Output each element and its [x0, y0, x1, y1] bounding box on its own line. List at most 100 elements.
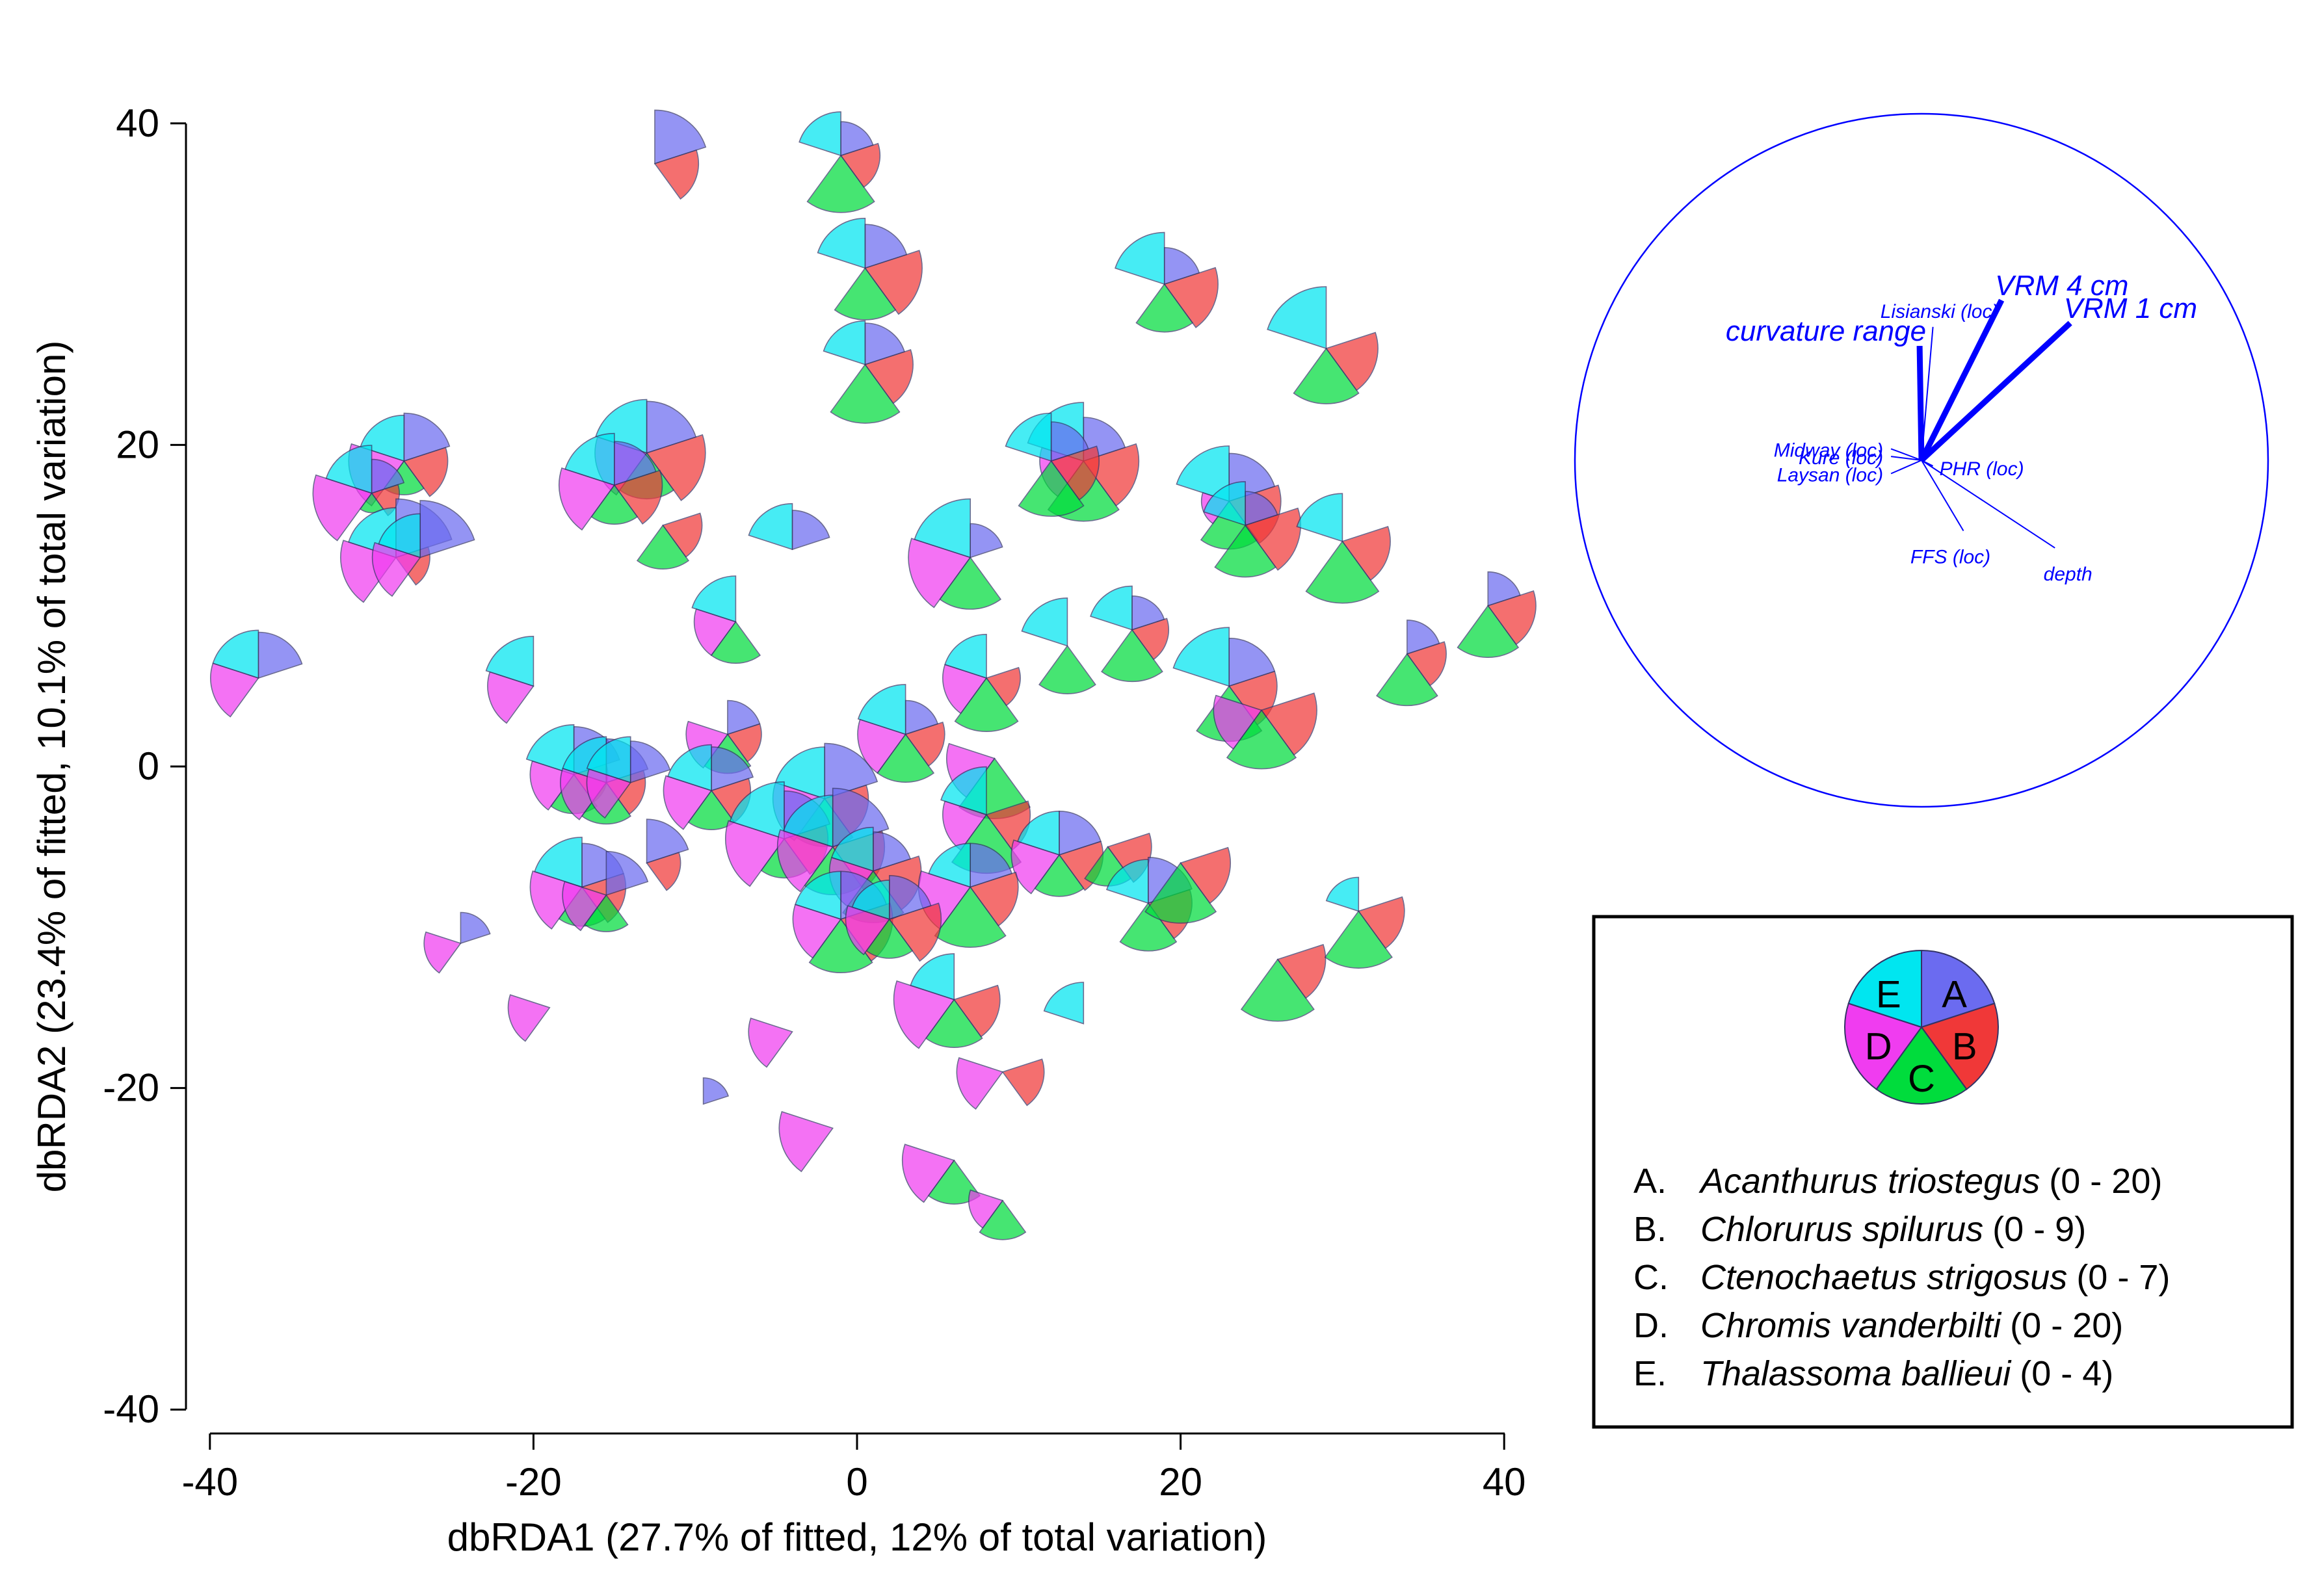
glyph-segment-e: [525, 724, 575, 776]
sample-glyph: [817, 217, 923, 321]
glyph-segment-b: [403, 447, 449, 497]
sample-glyph: [485, 635, 535, 724]
legend-row-prefix: A.: [1633, 1162, 1667, 1201]
sample-glyph: [1090, 585, 1169, 683]
glyph-segment-a: [403, 412, 451, 462]
sample-glyph: [1144, 846, 1231, 924]
glyph-segment-d: [663, 775, 713, 830]
glyph-segment-b: [1050, 445, 1100, 501]
glyph-segment-a: [888, 874, 932, 921]
sample-glyph: [748, 1017, 793, 1068]
glyph-segment-c: [1018, 460, 1085, 517]
sample-glyph: [562, 850, 649, 932]
x-tick-label: 40: [1483, 1460, 1526, 1504]
glyph-segment-e: [774, 746, 826, 800]
glyph-segment-c: [1293, 347, 1360, 404]
sample-glyph: [423, 911, 491, 974]
axes: -40 -20 0 20 40 40 20 0 -20 -40 dbRDA1 (27.7% of…: [30, 101, 1526, 1559]
glyph-segment-d: [693, 608, 737, 657]
glyph-segment-a: [840, 121, 874, 157]
legend-row-prefix: C.: [1633, 1258, 1669, 1297]
glyph-segment-e: [823, 320, 866, 365]
sample-glyph: [1457, 571, 1537, 658]
legend-rows: A. Acanthurus triostegus (0 - 20)B. Chlorur…: [1633, 1162, 2170, 1393]
sample-glyph: [857, 684, 945, 783]
legend-row-range: (0 - 9): [1992, 1210, 2086, 1249]
glyph-segment-d: [210, 662, 259, 718]
glyph-segment-a: [711, 746, 754, 792]
legend-row: A. Acanthurus triostegus (0 - 20): [1633, 1162, 2162, 1201]
glyph-segment-a: [460, 911, 491, 945]
sample-glyph: [1240, 943, 1327, 1022]
glyph-segment-d: [792, 904, 842, 959]
legend-row-species: Chlorurus spilurus: [1700, 1210, 1983, 1249]
glyph-segment-a: [905, 700, 939, 735]
glyph-segment-b: [864, 348, 914, 404]
glyph-segment-a: [614, 441, 657, 486]
legend-row-range: (0 - 4): [2020, 1354, 2113, 1393]
legend-row: E. Thalassoma ballieui (0 - 4): [1633, 1354, 2113, 1393]
sample-glyph: [507, 994, 551, 1042]
glyph-segment-a: [419, 500, 475, 558]
glyph-segment-b: [905, 721, 945, 767]
glyph-segment-d: [487, 671, 535, 724]
legend-row-species: Ctenochaetus strigosus: [1700, 1258, 2067, 1297]
sample-glyph: [1021, 597, 1096, 694]
glyph-segment-e: [378, 513, 421, 558]
glyph-segment-d: [777, 829, 834, 893]
glyph-segment-c: [710, 621, 761, 664]
glyph-segment-e: [729, 781, 785, 840]
legend-row: C. Ctenochaetus strigosus (0 - 7): [1633, 1258, 2170, 1297]
vector-label: Kure (loc): [1799, 447, 1883, 469]
sample-glyph: [691, 575, 761, 664]
legend-row-range: (0 - 7): [2076, 1258, 2170, 1297]
glyph-segment-d: [893, 980, 955, 1049]
glyph-segment-b: [1357, 896, 1405, 949]
legend-key-segment-c: [1875, 1026, 1968, 1105]
legend-row-species: Acanthurus triostegus: [1698, 1162, 2040, 1201]
glyph-segment-c: [590, 484, 639, 525]
sample-glyph: [1324, 876, 1405, 969]
glyph-segment-d: [968, 1189, 1004, 1229]
sample-glyph: [1213, 692, 1317, 770]
glyph-segment-a: [371, 458, 405, 494]
vector-arrow: [1890, 460, 1922, 475]
glyph-segment-b: [1001, 1058, 1045, 1106]
legend-key-segment-b: [1920, 1002, 1999, 1090]
glyph-segment-b: [1406, 641, 1447, 687]
x-tick-label: -20: [505, 1460, 562, 1504]
legend-row-prefix: B.: [1633, 1210, 1667, 1249]
vector-arrow: [1916, 346, 1925, 461]
glyph-segment-d: [507, 994, 551, 1042]
glyph-segment-b: [646, 434, 706, 501]
glyph-segment-e: [1325, 876, 1360, 912]
legend-row-prefix: E.: [1633, 1354, 1667, 1393]
sample-glyph: [654, 109, 707, 200]
vector-arrow: [1921, 460, 2055, 549]
sample-glyph: [1043, 982, 1085, 1025]
vector-arrow: [1921, 326, 1934, 461]
glyph-segment-a: [970, 523, 1003, 558]
glyph-segment-c: [808, 918, 873, 974]
glyph-segment-e: [910, 953, 955, 1001]
glyph-segment-b: [1325, 332, 1379, 391]
glyph-segment-d: [725, 820, 786, 887]
glyph-segment-a: [1487, 571, 1521, 607]
vector-label: depth: [2044, 564, 2093, 585]
glyph-segment-e: [667, 744, 712, 792]
legend-row-species: Chromis vanderbilti: [1700, 1306, 2002, 1345]
vector-label: Laysan (loc): [1777, 465, 1883, 486]
glyph-segment-e: [851, 880, 890, 921]
glyph-segment-b: [1260, 692, 1317, 756]
glyph-segment-e: [1005, 412, 1052, 462]
glyph-segment-a: [864, 322, 906, 365]
glyph-segment-e: [1267, 286, 1327, 350]
glyph-segment-c: [1135, 283, 1194, 333]
sample-glyph: [968, 1189, 1027, 1240]
glyph-segment-d: [312, 474, 373, 542]
y-tick-label: -20: [103, 1066, 159, 1110]
y-axis-title: dbRDA2 (23.4% of fitted, 10.1% of total …: [30, 341, 73, 1193]
legend-row: B. Chlorurus spilurus (0 - 9): [1633, 1210, 2086, 1249]
